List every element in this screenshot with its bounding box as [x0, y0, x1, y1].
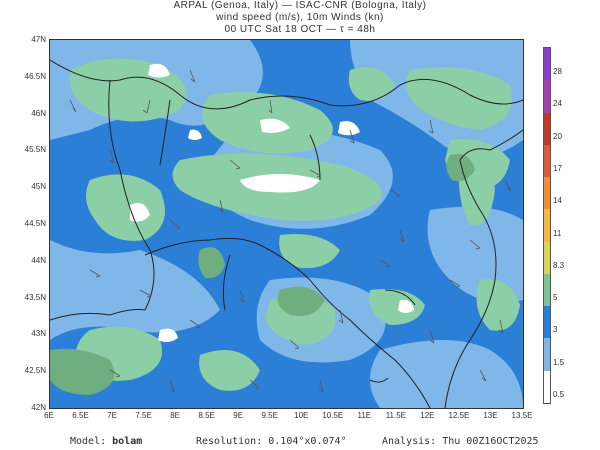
colorbar-label: 3	[553, 325, 558, 335]
colorbar-segment	[544, 80, 550, 114]
lat-label: 46N	[31, 108, 46, 118]
lat-label: 46.5N	[24, 71, 46, 81]
wind-speed-map	[49, 39, 524, 409]
lon-label: 8.5E	[198, 411, 215, 420]
coastlines-and-borders	[50, 59, 523, 408]
lat-label: 43.5N	[24, 292, 46, 302]
lon-label: 12E	[420, 411, 435, 420]
header-valid-time: 00 UTC Sat 18 OCT — τ = 48h	[224, 24, 376, 35]
colorbar-label: 28	[553, 67, 562, 77]
colorbar	[543, 47, 551, 404]
model-info: Model: bolam	[70, 436, 142, 447]
colorbar-segment	[544, 209, 550, 243]
colorbar-label: 11	[553, 228, 562, 238]
lon-label: 8E	[170, 411, 181, 420]
colorbar-segment	[544, 273, 550, 307]
map-header: ARPAL (Genoa, Italy) — ISAC-CNR (Bologna…	[0, 0, 600, 36]
resolution-label: Resolution:	[196, 436, 263, 447]
colorbar-segment	[544, 306, 550, 339]
header-agencies: ARPAL (Genoa, Italy) — ISAC-CNR (Bologna…	[173, 0, 427, 11]
lon-label: 13E	[483, 411, 498, 420]
analysis-info: Analysis: Thu 00Z16OCT2025	[382, 436, 539, 447]
lat-label: 42N	[31, 403, 46, 412]
model-label: Model:	[70, 436, 107, 447]
lat-label: 43N	[31, 329, 46, 339]
colorbar-label: 14	[553, 196, 562, 206]
colorbar-segment	[544, 48, 550, 81]
colorbar-segment	[544, 144, 550, 178]
colorbar-segment	[544, 370, 550, 403]
colorbar-label: 17	[553, 164, 562, 174]
lon-label: 11E	[357, 411, 372, 420]
lon-label: 7.5E	[135, 411, 152, 420]
lon-label: 13.5E	[511, 411, 533, 420]
lon-label: 12.5E	[448, 411, 470, 420]
resolution-value: 0.104°x0.074°	[268, 436, 347, 447]
wind-zone-dark-green	[50, 154, 475, 395]
lon-label: 10.5E	[322, 411, 344, 420]
colorbar-label: 20	[553, 131, 562, 141]
colorbar-label: 5	[553, 293, 558, 303]
lon-label: 9E	[233, 411, 244, 420]
map-canvas	[50, 40, 523, 408]
colorbar-segment	[544, 112, 550, 146]
lon-label: 6E	[44, 411, 54, 420]
colorbar-segment	[544, 241, 550, 275]
analysis-value: Thu 00Z16OCT2025	[442, 436, 539, 447]
lon-label: 10E	[294, 411, 309, 420]
lat-label: 44N	[31, 255, 46, 265]
lon-label: 9.5E	[261, 411, 278, 420]
header-variable: wind speed (m/s), 10m Winds (kn)	[216, 12, 384, 23]
colorbar-label: 24	[553, 99, 562, 109]
lat-label: 47N	[31, 35, 46, 44]
colorbar-label: 8.3	[553, 260, 565, 270]
wind-barbs	[69, 69, 512, 393]
lat-label: 45.5N	[24, 145, 46, 155]
lon-label: 6.5E	[72, 411, 89, 420]
lat-label: 45N	[31, 182, 46, 192]
wind-zone-calm	[130, 63, 414, 343]
lon-label: 11.5E	[385, 411, 407, 420]
lat-label: 42.5N	[24, 366, 46, 376]
colorbar-segment	[544, 177, 550, 210]
lat-label: 44.5N	[24, 219, 46, 228]
resolution-info: Resolution: 0.104°x0.074°	[196, 436, 347, 447]
colorbar-segment	[544, 338, 550, 372]
colorbar-label: 1.5	[553, 357, 565, 367]
colorbar-label: 0.5	[553, 389, 565, 399]
analysis-label: Analysis:	[382, 436, 437, 447]
lon-label: 7E	[107, 411, 117, 420]
model-value: bolam	[112, 436, 143, 447]
